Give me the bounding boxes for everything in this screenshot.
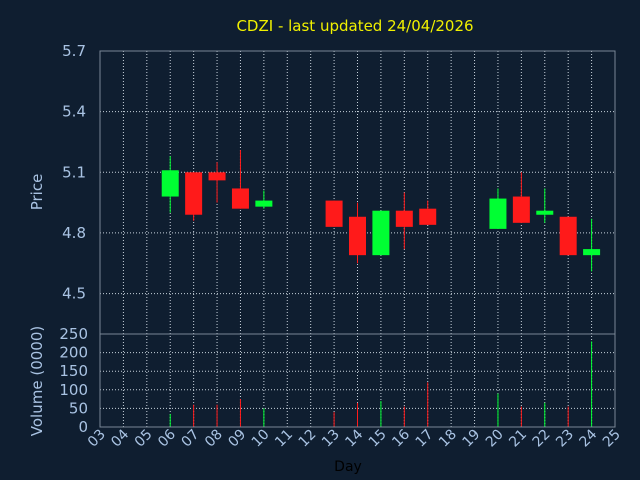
candle-body <box>208 172 226 181</box>
price-tick-label: 5.7 <box>62 42 86 60</box>
x-tick-label: 11 <box>272 427 296 451</box>
candle-body <box>395 210 413 227</box>
x-tick-label: 19 <box>459 427 483 451</box>
x-tick-label: 16 <box>389 426 413 450</box>
x-tick-label: 25 <box>600 427 624 451</box>
x-tick-label: 07 <box>179 427 203 451</box>
candle-body <box>185 172 203 215</box>
x-tick-label: 14 <box>342 426 366 450</box>
x-tick-label: 12 <box>296 427 320 451</box>
x-tick-label: 05 <box>132 427 156 451</box>
candle-body <box>536 210 554 215</box>
price-tick-label: 5.4 <box>62 103 86 121</box>
x-axis-title: Day <box>334 459 362 475</box>
price-tick-label: 5.1 <box>62 163 86 181</box>
price-tick-label: 4.5 <box>62 285 86 303</box>
candle-body <box>231 188 249 209</box>
x-tick-label: 23 <box>553 427 577 451</box>
x-tick-label: 10 <box>249 427 273 451</box>
candle-body <box>419 208 437 225</box>
price-tick-label: 4.8 <box>62 224 86 242</box>
x-tick-label: 04 <box>108 426 132 450</box>
x-tick-label: 22 <box>530 427 554 451</box>
volume-tick-label: 0 <box>78 418 88 436</box>
x-tick-label: 08 <box>202 427 226 451</box>
price-axis-title: Price <box>28 174 46 211</box>
x-tick-label: 18 <box>436 427 460 451</box>
chart-title: CDZI - last updated 24/04/2026 <box>236 17 473 35</box>
volume-tick-label: 250 <box>59 325 88 343</box>
candle-body <box>512 196 530 223</box>
volume-tick-label: 50 <box>69 399 88 417</box>
x-tick-label: 15 <box>366 427 390 451</box>
candle-body <box>349 216 366 256</box>
volume-axis-title: Volume (0000) <box>28 326 46 436</box>
candle-body <box>325 200 343 227</box>
x-tick-label: 13 <box>319 427 343 451</box>
candle-body <box>583 249 601 256</box>
candle-body <box>372 210 390 256</box>
volume-tick-label: 200 <box>59 344 88 362</box>
volume-tick-label: 100 <box>59 381 88 399</box>
x-tick-label: 17 <box>413 427 437 451</box>
candle-body <box>255 200 273 207</box>
candle-body <box>489 198 507 229</box>
candle-body <box>161 170 179 197</box>
volume-plot-frame <box>99 333 616 428</box>
x-tick-label: 20 <box>483 427 507 451</box>
volume-tick-label: 150 <box>59 362 88 380</box>
candle-body <box>559 216 577 256</box>
x-tick-label: 03 <box>85 427 109 451</box>
x-tick-label: 21 <box>506 427 530 451</box>
x-tick-label: 09 <box>225 427 249 451</box>
x-tick-label: 24 <box>576 426 600 450</box>
x-tick-label: 06 <box>155 426 179 450</box>
